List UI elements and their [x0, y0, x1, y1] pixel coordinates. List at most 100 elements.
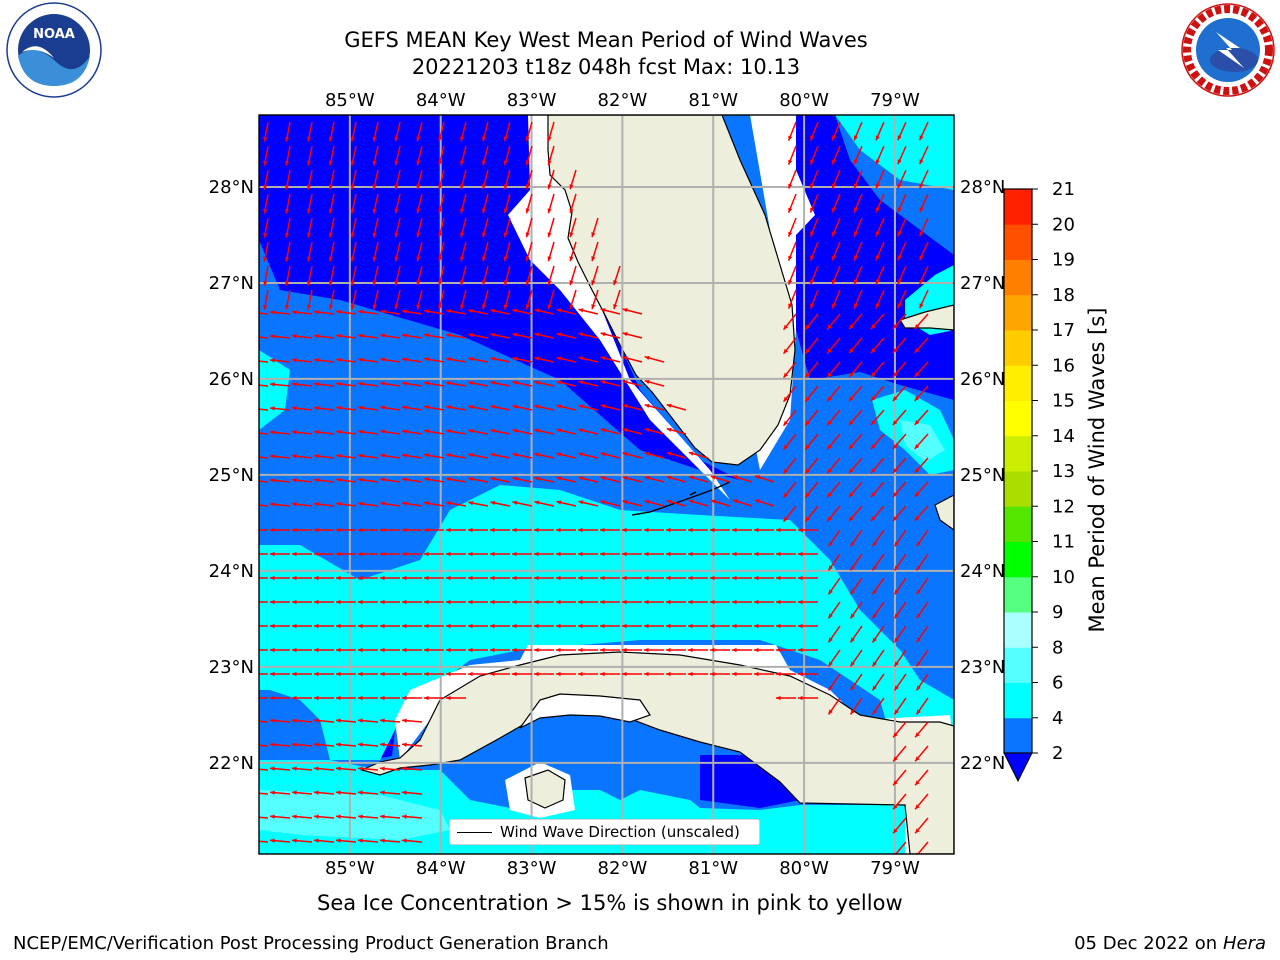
wind-wave-arrow — [914, 481, 929, 498]
wind-wave-arrow — [380, 477, 401, 483]
map-area — [259, 115, 954, 854]
footer-date: 05 Dec 2022 on Hera — [1074, 933, 1266, 954]
wind-wave-arrow — [534, 500, 555, 507]
wind-wave-arrow — [402, 333, 423, 339]
wind-wave-arrow — [358, 575, 378, 581]
wind-wave-arrow — [402, 477, 423, 483]
wind-wave-arrow — [914, 457, 929, 474]
wind-wave-arrow — [831, 121, 841, 141]
wind-wave-arrow — [259, 504, 269, 507]
wind-wave-arrow — [809, 289, 819, 309]
wind-wave-arrow — [556, 599, 576, 605]
wind-wave-arrow — [798, 527, 818, 533]
wind-wave-arrow — [809, 169, 819, 189]
wind-wave-arrow — [776, 575, 796, 581]
colorbar-segment — [1004, 435, 1032, 472]
wind-wave-arrow — [402, 453, 423, 459]
map-legend: Wind Wave Direction (unscaled) — [449, 819, 760, 845]
wind-wave-arrow — [897, 193, 907, 213]
wind-wave-arrow — [446, 381, 467, 387]
wind-wave-arrow — [292, 671, 312, 677]
wind-wave-arrow — [666, 647, 686, 653]
wind-wave-arrow — [306, 265, 313, 286]
wind-wave-arrow — [259, 360, 269, 363]
wind-wave-arrow — [394, 121, 401, 142]
wind-wave-arrow — [512, 356, 533, 363]
wind-wave-arrow — [525, 265, 533, 286]
wind-wave-arrow — [380, 742, 401, 747]
wind-wave-arrow — [870, 337, 885, 354]
wind-wave-arrow — [259, 625, 268, 627]
wind-wave-arrow — [644, 551, 664, 557]
lon-tick-label-bottom: 82°W — [598, 858, 648, 879]
wind-wave-arrow — [259, 673, 268, 675]
wind-wave-arrow — [644, 427, 665, 435]
wind-wave-arrow — [270, 766, 291, 771]
wind-wave-arrow — [754, 599, 774, 605]
wind-wave-arrow — [600, 404, 621, 411]
wind-wave-arrow — [263, 193, 269, 214]
wind-wave-arrow — [892, 457, 907, 474]
wind-wave-arrow — [853, 169, 863, 189]
wind-wave-arrow — [848, 481, 863, 498]
wind-wave-arrow — [915, 649, 929, 667]
wind-wave-arrow — [622, 307, 643, 315]
wind-wave-arrow — [622, 575, 642, 581]
wind-wave-arrow — [490, 332, 511, 339]
wind-wave-arrow — [490, 671, 510, 677]
wind-wave-arrow — [556, 623, 576, 629]
wind-wave-arrow — [831, 265, 841, 285]
wind-wave-arrow — [292, 478, 313, 483]
wind-wave-arrow — [710, 623, 730, 629]
wind-wave-arrow — [897, 289, 907, 309]
wind-wave-arrow — [503, 289, 511, 310]
wind-wave-arrow — [490, 380, 511, 387]
wind-wave-arrow — [446, 623, 466, 629]
wind-wave-arrow — [468, 647, 488, 653]
wind-wave-arrow — [578, 647, 598, 653]
wind-wave-arrow — [853, 193, 863, 213]
wind-wave-arrow — [416, 193, 423, 214]
wind-wave-arrow — [416, 241, 423, 262]
wind-wave-arrow — [644, 527, 664, 533]
wind-wave-arrow — [350, 145, 357, 166]
wind-wave-arrow — [468, 671, 488, 677]
wind-wave-arrow — [259, 553, 268, 555]
wind-wave-arrow — [919, 145, 929, 165]
wind-wave-arrow — [424, 405, 445, 411]
wind-wave-arrow — [688, 623, 708, 629]
wind-wave-arrow — [914, 745, 929, 762]
lon-tick-label-top: 81°W — [688, 90, 738, 111]
wind-wave-arrow — [328, 121, 335, 142]
wind-wave-arrow — [804, 409, 819, 427]
wind-wave-arrow — [688, 551, 708, 557]
wind-wave-arrow — [512, 623, 532, 629]
wind-wave-arrow — [644, 499, 665, 507]
wind-wave-arrow — [534, 476, 555, 483]
wind-wave-arrow — [380, 623, 400, 629]
wind-wave-arrow — [350, 289, 357, 310]
gridlines — [259, 115, 954, 854]
wind-wave-arrow — [870, 457, 885, 474]
wind-wave-arrow — [446, 405, 467, 411]
wind-wave-arrow — [358, 647, 378, 653]
wind-wave-arrow — [402, 790, 423, 795]
wind-wave-arrow — [893, 529, 907, 547]
wind-wave-arrow — [336, 838, 357, 843]
colorbar-segment — [1004, 365, 1032, 401]
wind-wave-arrow — [827, 577, 841, 595]
wind-wave-arrow — [732, 671, 752, 677]
wind-wave-arrow — [306, 193, 313, 214]
wind-wave-arrow — [306, 169, 313, 190]
wind-wave-arrow — [394, 241, 401, 262]
wind-wave-arrow — [380, 599, 400, 605]
wind-wave-arrow — [915, 697, 929, 715]
wind-wave-arrow — [871, 673, 885, 691]
wind-wave-arrow — [438, 169, 445, 190]
wind-wave-arrow — [358, 527, 378, 533]
wind-wave-arrows — [259, 121, 929, 854]
wind-wave-arrow — [350, 241, 357, 262]
wind-wave-arrow — [284, 241, 291, 262]
wind-wave-arrow — [292, 502, 313, 507]
wind-wave-arrow — [460, 145, 467, 166]
